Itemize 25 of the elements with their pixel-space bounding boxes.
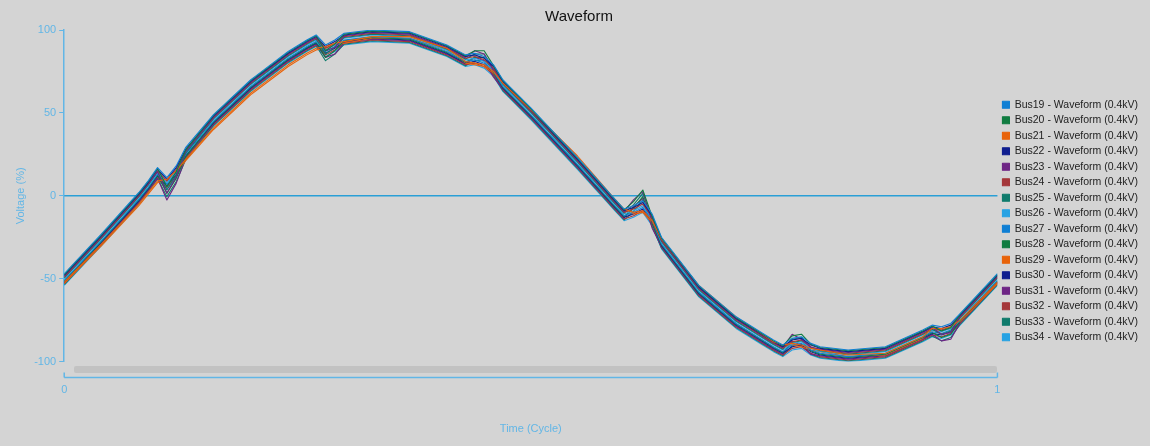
chart-title: Waveform (545, 7, 613, 25)
legend-label: Bus32 - Waveform (0.4kV) (1014, 299, 1139, 312)
legend-label: Bus29 - Waveform (0.4kV) (1014, 252, 1139, 265)
legend-label: Bus20 - Waveform (0.4kV) (1014, 113, 1139, 126)
x-tick-label: 1 (994, 383, 1001, 396)
x-axis-title: Time (Cycle) (499, 422, 562, 435)
y-axis-title: Voltage (%) (13, 167, 26, 225)
y-tick-label: 50 (43, 105, 57, 118)
legend-label: Bus31 - Waveform (0.4kV) (1014, 283, 1139, 296)
legend-label: Bus25 - Waveform (0.4kV) (1014, 190, 1139, 203)
legend-label: Bus27 - Waveform (0.4kV) (1014, 221, 1139, 234)
y-tick-label: 100 (37, 23, 57, 36)
legend-label: Bus19 - Waveform (0.4kV) (1014, 97, 1139, 110)
legend-label: Bus33 - Waveform (0.4kV) (1014, 314, 1139, 327)
legend-label: Bus23 - Waveform (0.4kV) (1014, 159, 1139, 172)
legend-label: Bus30 - Waveform (0.4kV) (1014, 268, 1139, 281)
legend-label: Bus26 - Waveform (0.4kV) (1014, 206, 1139, 219)
legend-label: Bus28 - Waveform (0.4kV) (1014, 237, 1139, 250)
legend-label: Bus34 - Waveform (0.4kV) (1014, 330, 1139, 343)
legend-label: Bus24 - Waveform (0.4kV) (1014, 175, 1139, 188)
y-tick-label: -50 (40, 271, 57, 284)
y-tick-label: 0 (50, 188, 57, 201)
legend-label: Bus21 - Waveform (0.4kV) (1014, 128, 1139, 141)
legend-label: Bus22 - Waveform (0.4kV) (1014, 144, 1139, 157)
y-tick-label: -100 (34, 354, 57, 367)
